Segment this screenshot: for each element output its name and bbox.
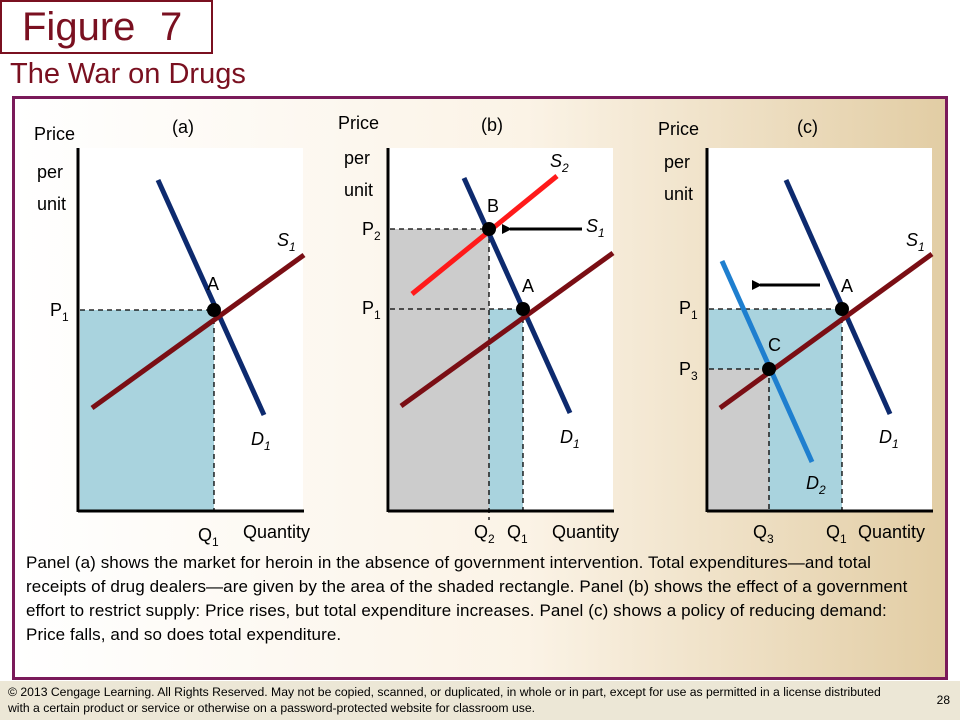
panel-a-y-label-1: Price (34, 124, 75, 144)
figure-badge: Figure 7 (0, 0, 213, 54)
panel-b-point-a-label: A (522, 276, 534, 296)
panel-c-label: (c) (797, 117, 818, 137)
panel-b-d1-label: D1 (560, 427, 580, 451)
panel-b-supply-s2 (410, 174, 559, 296)
panel-c-point-c-label: C (768, 335, 781, 355)
panel-c-price-tick-p3: P3 (679, 359, 698, 383)
panel-c-price-tick-p1: P1 (679, 298, 698, 322)
panel-b-demand-d1 (461, 176, 573, 415)
figure-number: 7 (160, 5, 183, 49)
panel-a-demand-d1 (155, 178, 267, 417)
panel-c-point-c (762, 362, 776, 376)
panel-b-price-tick-p2: P2 (362, 219, 381, 243)
panel-c-new-expenditure-area (709, 369, 769, 510)
panel-c-point-a (835, 302, 849, 316)
panel-a-supply-s1 (90, 252, 306, 411)
panel-c-d1-label: D1 (879, 427, 899, 451)
panel-a-label: (a) (172, 117, 194, 137)
panel-c-point-a-label: A (841, 276, 853, 296)
panel-c-supply-s1 (718, 251, 934, 411)
panel-a-price-tick-p1: P1 (50, 300, 69, 324)
panel-b-label: (b) (481, 115, 503, 135)
panel-b-new-expenditure-area (390, 229, 489, 510)
panel-a-x-label: Quantity (243, 522, 310, 542)
panel-a-y-label-3: unit (37, 194, 66, 214)
copyright-notice: © 2013 Cengage Learning. All Rights Rese… (8, 685, 881, 715)
panel-a-y-label-2: per (37, 162, 63, 182)
panel-c-x-label: Quantity (858, 522, 925, 542)
figure-word: Figure (22, 5, 136, 49)
panel-b-y-label-3: unit (344, 180, 373, 200)
panel-b: Price per unit (b) Quantity B A P2 P1 Q2… (338, 113, 619, 546)
panel-b-point-b-label: B (487, 196, 499, 216)
figure-caption: Panel (a) shows the market for heroin in… (26, 553, 908, 644)
panel-b-point-a (516, 302, 530, 316)
panel-a-point-a-label: A (207, 274, 219, 294)
panel-b-y-label-1: Price (338, 113, 379, 133)
slide-title: The War on Drugs (10, 58, 246, 90)
panel-b-old-expenditure-area (489, 309, 523, 510)
panel-c-demand-d2 (719, 259, 815, 464)
panel-a: Price per unit (a) Quantity A P1 Q1 S1 D… (34, 117, 310, 549)
panel-b-s2-label: S2 (550, 151, 569, 175)
panel-b-qty-tick-q1: Q1 (507, 522, 528, 546)
panel-b-supply-s1 (399, 250, 615, 409)
panel-b-point-b (482, 222, 496, 236)
panel-b-qty-tick-q2: Q2 (474, 522, 495, 546)
panel-c-y-label-2: per (664, 152, 690, 172)
panel-b-price-tick-p1: P1 (362, 298, 381, 322)
panel-c-s1-label: S1 (906, 230, 925, 254)
panel-c-qty-tick-q1: Q1 (826, 522, 847, 546)
panel-c: Price per unit (c) Quantity A C P1 P3 Q3… (658, 117, 934, 546)
panel-c-y-label-1: Price (658, 119, 699, 139)
panel-a-d1-label: D1 (251, 429, 271, 453)
page-number: 28 (936, 693, 950, 707)
panel-c-demand-d1 (783, 178, 893, 416)
panel-a-expenditure-area (80, 310, 214, 510)
panel-c-d2-label: D2 (806, 473, 826, 497)
panel-a-s1-label: S1 (277, 230, 296, 254)
panel-a-qty-tick-q1: Q1 (198, 525, 219, 549)
panel-b-x-label: Quantity (552, 522, 619, 542)
panel-b-y-label-2: per (344, 148, 370, 168)
panel-c-y-label-3: unit (664, 184, 693, 204)
footer-bar: © 2013 Cengage Learning. All Rights Rese… (0, 681, 960, 720)
panel-a-point-a (207, 303, 221, 317)
panel-c-qty-tick-q3: Q3 (753, 522, 774, 546)
panel-b-s1-label: S1 (586, 216, 605, 240)
